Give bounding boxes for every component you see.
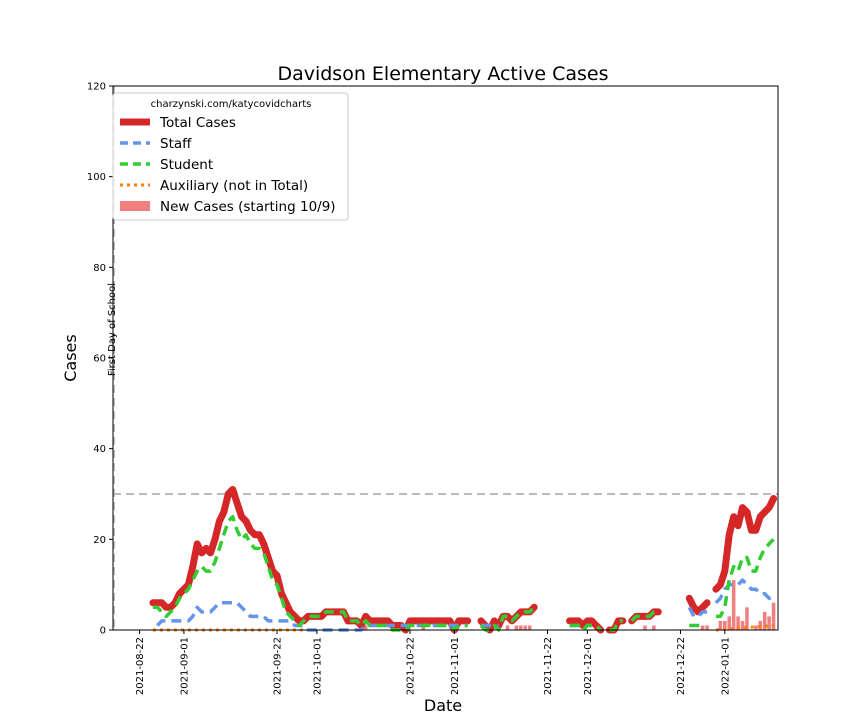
legend: charzynski.com/katycovidcharts Total Cas…: [112, 92, 349, 221]
x-tick-label: 2021-10-22: [406, 637, 417, 695]
series-line-total-cases: [685, 594, 711, 616]
x-tick-label: 2021-12-22: [676, 637, 687, 695]
legend-title: charzynski.com/katycovidcharts: [151, 99, 312, 110]
new-cases-bar: [723, 620, 727, 630]
new-cases-bar: [731, 580, 736, 630]
new-cases-bar: [767, 616, 771, 630]
legend-swatch-new-cases: [120, 201, 150, 211]
y-tick-label: 80: [93, 263, 106, 274]
y-tick-label: 100: [87, 172, 106, 183]
y-tick-label: 0: [100, 626, 106, 637]
series-line-student: [569, 623, 602, 632]
legend-items: Total Cases Staff Student Auxiliary (not in…: [120, 115, 336, 215]
new-cases-bar: [700, 625, 705, 630]
series-line-student: [715, 538, 775, 619]
legend-label: Auxiliary (not in Total): [160, 178, 308, 194]
series-line-auxiliary-not-in-total: [715, 624, 774, 632]
new-cases-bar: [643, 625, 647, 630]
series-line-student: [630, 610, 659, 623]
new-cases-bar: [718, 620, 723, 630]
new-cases-bar: [727, 616, 732, 630]
y-tick-label: 60: [93, 354, 106, 365]
new-cases-bar: [705, 625, 709, 630]
legend-label: Staff: [160, 136, 192, 152]
legend-label: New Cases (starting 10/9): [160, 199, 336, 215]
legend-label: Student: [160, 157, 213, 173]
new-cases-bar: [514, 625, 519, 630]
new-cases-bar: [519, 625, 523, 630]
new-cases-bar: [363, 625, 368, 630]
new-cases-bar: [421, 625, 426, 630]
new-cases-bar: [505, 625, 510, 630]
new-cases-bar: [754, 625, 758, 630]
series-line-total-cases: [712, 495, 778, 593]
new-cases-bar: [740, 620, 745, 630]
x-axis-label: Date: [424, 696, 462, 715]
y-axis-label: Cases: [61, 334, 80, 382]
series-line-staff: [714, 578, 774, 605]
x-tick-label: 2022-01-01: [720, 637, 731, 695]
new-cases-bar: [771, 602, 776, 630]
x-tick-label: 2021-10-01: [312, 637, 323, 695]
series-lines: [149, 486, 778, 634]
x-tick-label: 2021-11-22: [543, 637, 554, 695]
new-cases-bar: [652, 625, 656, 630]
new-cases-bar: [745, 607, 749, 630]
x-tick-label: 2021-12-01: [583, 637, 594, 695]
y-tick-label: 120: [87, 82, 106, 93]
new-cases-bar: [527, 625, 532, 630]
series-line-total-cases: [566, 617, 605, 634]
x-tick-label: 2021-11-01: [450, 637, 461, 695]
x-tick-label: 2021-09-22: [273, 637, 284, 695]
series-line-staff: [687, 606, 708, 619]
chart-title: Davidson Elementary Active Cases: [277, 63, 608, 85]
y-axis-ticks: 0 20 40 60 80 100 120: [87, 82, 113, 637]
y-tick-label: 20: [93, 535, 106, 546]
x-tick-label: 2021-08-22: [135, 637, 146, 695]
x-axis-ticks: 2021-08-22 2021-09-01 2021-09-22 2021-10-01…: [135, 630, 731, 695]
y-tick-label: 40: [93, 444, 106, 455]
x-tick-label: 2021-09-01: [179, 637, 190, 695]
new-cases-bar: [736, 616, 740, 630]
new-cases-bar: [523, 625, 528, 630]
series-line-student: [479, 606, 536, 632]
legend-box: [112, 92, 349, 221]
new-cases-bar: [762, 611, 767, 630]
legend-label: Total Cases: [159, 115, 236, 131]
series-line-student: [152, 514, 468, 632]
